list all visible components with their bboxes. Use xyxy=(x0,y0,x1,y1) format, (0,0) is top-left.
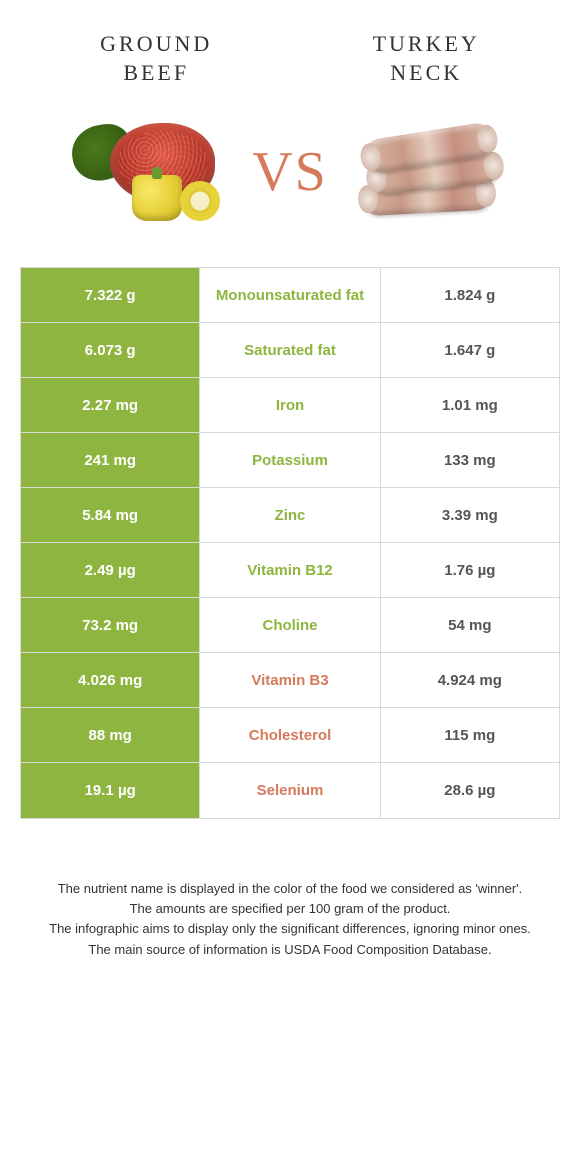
footnote-line: The infographic aims to display only the… xyxy=(30,919,550,939)
table-row: 88 mgCholesterol115 mg xyxy=(21,708,559,763)
table-row: 2.27 mgIron1.01 mg xyxy=(21,378,559,433)
left-value: 7.322 g xyxy=(21,268,200,322)
right-value: 1.824 g xyxy=(380,268,559,322)
left-value: 4.026 mg xyxy=(21,653,200,707)
ground-beef-image xyxy=(72,117,232,227)
right-value: 54 mg xyxy=(380,598,559,652)
nutrient-label: Vitamin B3 xyxy=(200,653,379,707)
right-food-title: TURKEYNECK xyxy=(373,30,480,87)
header: GROUNDBEEF TURKEYNECK xyxy=(0,0,580,107)
table-row: 5.84 mgZinc3.39 mg xyxy=(21,488,559,543)
nutrient-table: 7.322 gMonounsaturated fat1.824 g6.073 g… xyxy=(20,267,560,819)
nutrient-label: Saturated fat xyxy=(200,323,379,377)
nutrient-label: Monounsaturated fat xyxy=(200,268,379,322)
nutrient-label: Choline xyxy=(200,598,379,652)
left-value: 5.84 mg xyxy=(21,488,200,542)
table-row: 4.026 mgVitamin B34.924 mg xyxy=(21,653,559,708)
left-value: 88 mg xyxy=(21,708,200,762)
nutrient-label: Potassium xyxy=(200,433,379,487)
left-food-title: GROUNDBEEF xyxy=(100,30,212,87)
table-row: 2.49 µgVitamin B121.76 µg xyxy=(21,543,559,598)
left-value: 2.49 µg xyxy=(21,543,200,597)
nutrient-label: Iron xyxy=(200,378,379,432)
table-row: 6.073 gSaturated fat1.647 g xyxy=(21,323,559,378)
vs-row: VS xyxy=(0,107,580,267)
turkey-neck-image xyxy=(348,117,508,227)
vs-label: VS xyxy=(252,140,328,204)
nutrient-label: Zinc xyxy=(200,488,379,542)
table-row: 73.2 mgCholine54 mg xyxy=(21,598,559,653)
footnote-line: The nutrient name is displayed in the co… xyxy=(30,879,550,899)
left-value: 6.073 g xyxy=(21,323,200,377)
right-value: 1.01 mg xyxy=(380,378,559,432)
left-value: 73.2 mg xyxy=(21,598,200,652)
footnotes: The nutrient name is displayed in the co… xyxy=(30,879,550,960)
bell-pepper-icon xyxy=(132,175,182,221)
right-value: 4.924 mg xyxy=(380,653,559,707)
table-row: 19.1 µgSelenium28.6 µg xyxy=(21,763,559,818)
nutrient-label: Cholesterol xyxy=(200,708,379,762)
right-value: 115 mg xyxy=(380,708,559,762)
table-row: 241 mgPotassium133 mg xyxy=(21,433,559,488)
right-value: 28.6 µg xyxy=(380,763,559,818)
infographic-container: GROUNDBEEF TURKEYNECK VS 7.322 gMonounsa… xyxy=(0,0,580,960)
nutrient-label: Vitamin B12 xyxy=(200,543,379,597)
left-value: 2.27 mg xyxy=(21,378,200,432)
nutrient-label: Selenium xyxy=(200,763,379,818)
right-value: 1.647 g xyxy=(380,323,559,377)
footnote-line: The amounts are specified per 100 gram o… xyxy=(30,899,550,919)
left-value: 19.1 µg xyxy=(21,763,200,818)
footnote-line: The main source of information is USDA F… xyxy=(30,940,550,960)
right-value: 3.39 mg xyxy=(380,488,559,542)
right-value: 133 mg xyxy=(380,433,559,487)
pepper-slice-icon xyxy=(180,181,220,221)
right-value: 1.76 µg xyxy=(380,543,559,597)
left-value: 241 mg xyxy=(21,433,200,487)
table-row: 7.322 gMonounsaturated fat1.824 g xyxy=(21,268,559,323)
